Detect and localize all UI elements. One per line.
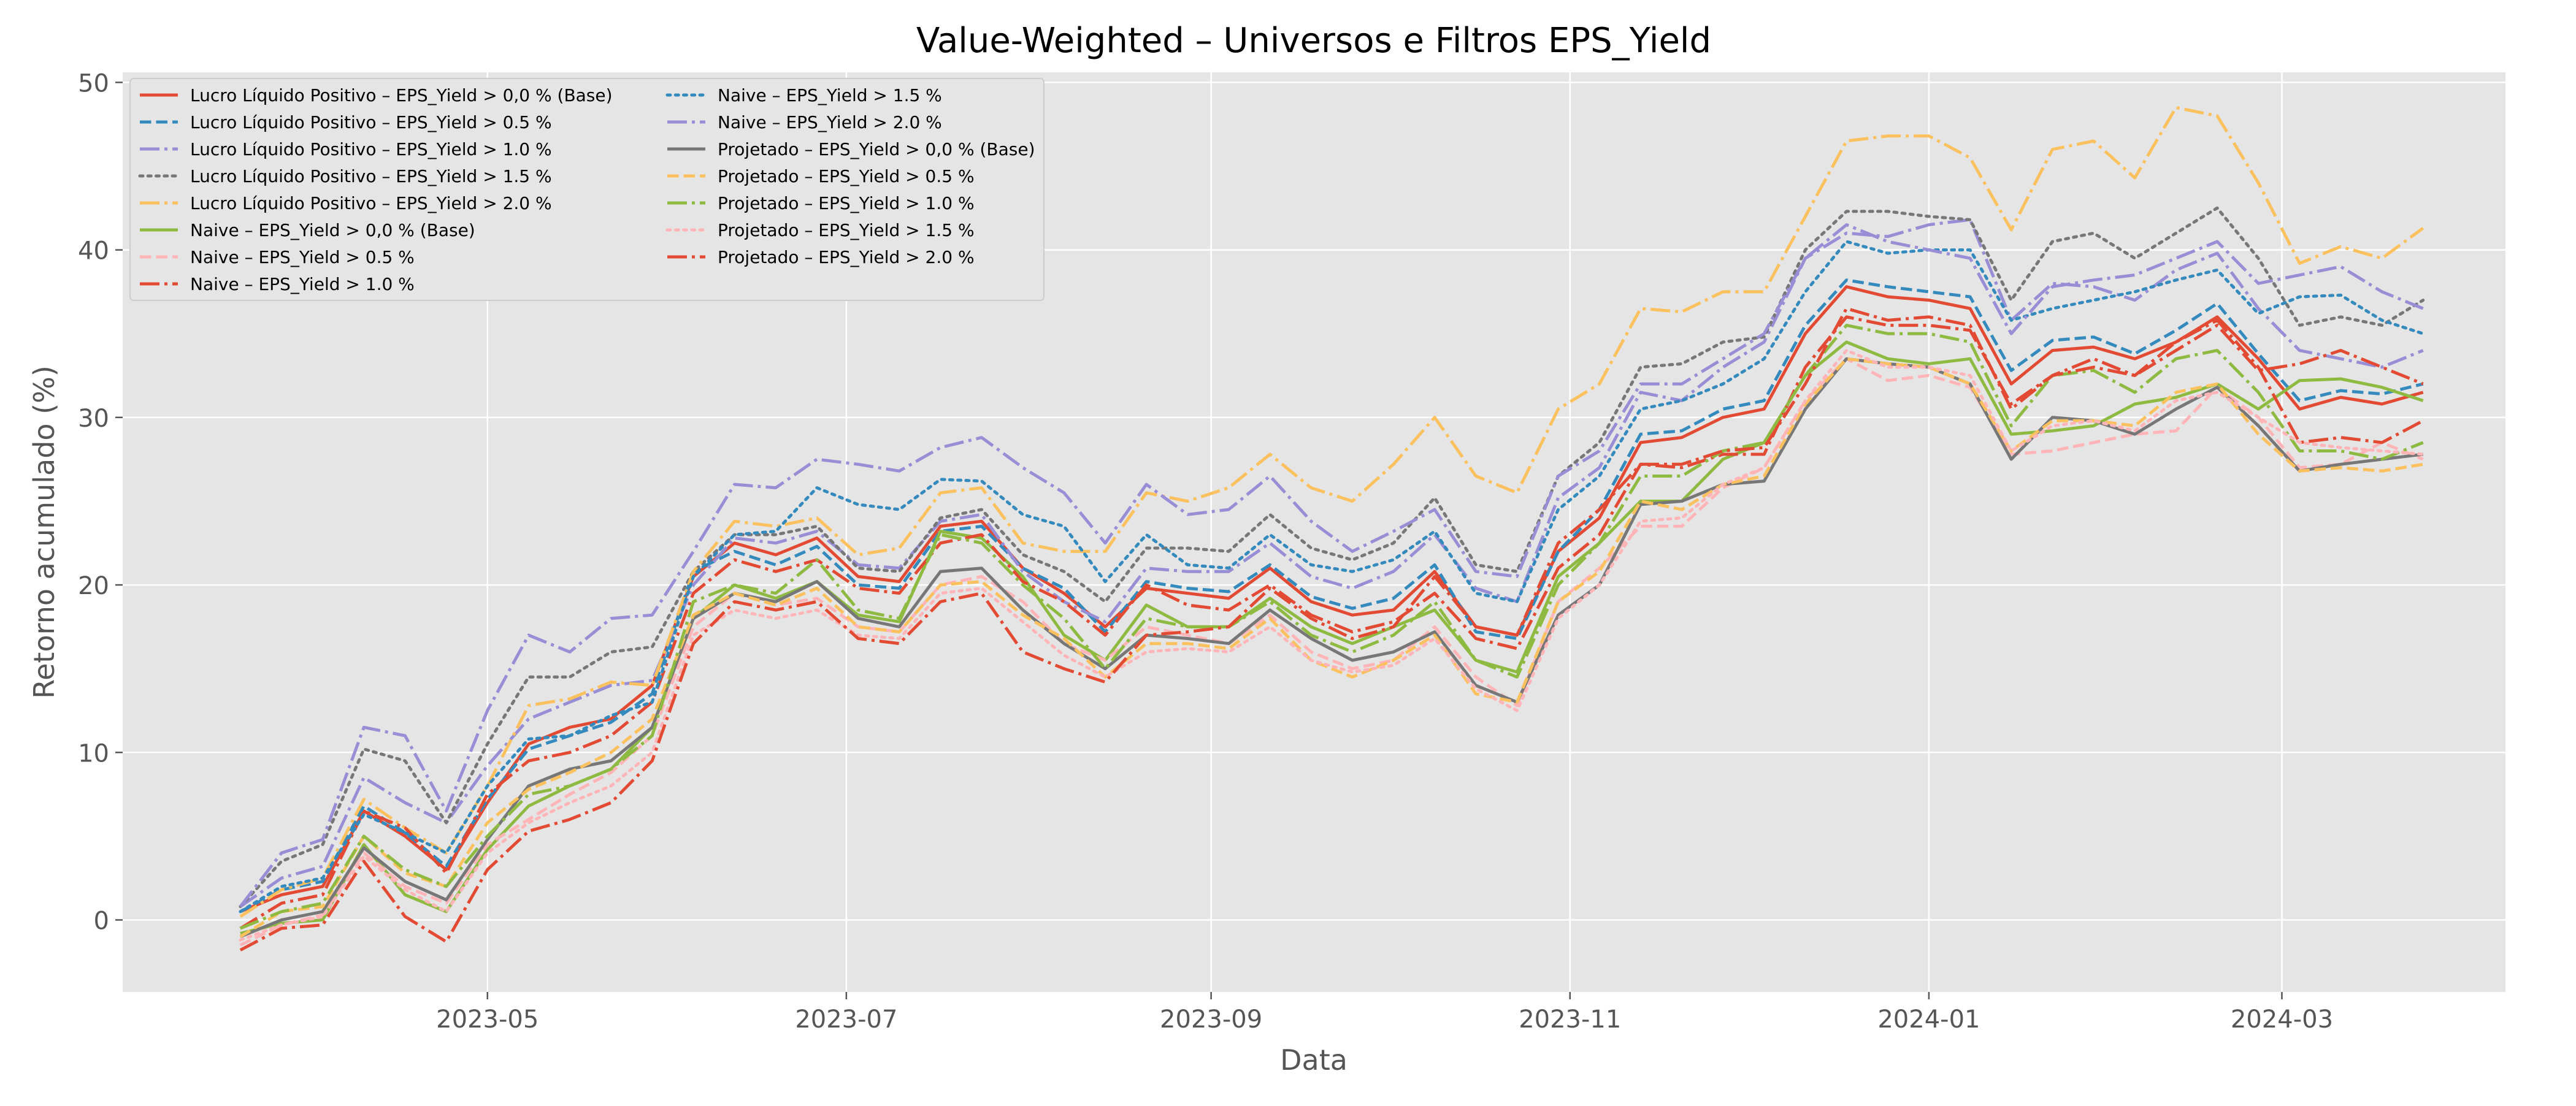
series-line-2 — [239, 278, 2424, 913]
chart-title: Value-Weighted – Universos e Filtros EPS… — [916, 21, 1711, 61]
legend-label-7: Naive – EPS_Yield > 0.5 % — [190, 247, 415, 267]
legend-label-14: Projetado – EPS_Yield > 1.5 % — [718, 220, 975, 240]
series-line-9 — [239, 240, 2425, 913]
legend: Lucro Líquido Positivo – EPS_Yield > 0,0… — [129, 78, 1045, 301]
y-axis-label: Retorno acumulado (%) — [28, 365, 61, 699]
legend-label-9: Naive – EPS_Yield > 1.5 % — [718, 85, 942, 105]
x-tick-label: 2024-03 — [2231, 1005, 2333, 1034]
series-line-4 — [239, 206, 2425, 909]
series-line-7 — [239, 357, 2424, 947]
y-tick-label: 50 — [78, 69, 109, 97]
legend-label-8: Naive – EPS_Yield > 1.0 % — [190, 274, 415, 294]
x-tick-label: 2023-09 — [1160, 1005, 1262, 1034]
series-line-10 — [239, 223, 2424, 908]
legend-box — [129, 78, 1045, 301]
series-line-11 — [239, 357, 2423, 939]
legend-label-12: Projetado – EPS_Yield > 0.5 % — [718, 166, 975, 186]
x-tick-label: 2023-11 — [1519, 1005, 1621, 1034]
legend-label-15: Projetado – EPS_Yield > 2.0 % — [718, 247, 975, 267]
legend-label-6: Naive – EPS_Yield > 0,0 % (Base) — [190, 220, 475, 240]
series-line-1 — [239, 285, 2424, 913]
series-line-14 — [239, 349, 2425, 942]
x-tick-label: 2023-07 — [795, 1005, 897, 1034]
legend-label-10: Naive – EPS_Yield > 2.0 % — [718, 112, 942, 132]
legend-label-5: Lucro Líquido Positivo – EPS_Yield > 2.0… — [190, 193, 552, 213]
x-tick-label: 2023-05 — [436, 1005, 539, 1034]
legend-label-2: Lucro Líquido Positivo – EPS_Yield > 0.5… — [190, 112, 552, 132]
series-line-5 — [239, 105, 2425, 918]
x-axis-label: Data — [1280, 1043, 1347, 1077]
y-tick-label: 0 — [94, 907, 109, 936]
series-lines — [239, 105, 2425, 952]
x-tick-label: 2024-01 — [1877, 1005, 1980, 1034]
series-line-3 — [239, 218, 2424, 908]
series-line-15 — [239, 307, 2424, 952]
series-line-12 — [239, 357, 2424, 938]
legend-label-13: Projetado – EPS_Yield > 1.0 % — [718, 193, 975, 213]
axis-ticks: 0 10 20 30 40 50 2023-05 2023-07 2023-09 2023-11 2… — [78, 69, 2333, 1034]
legend-label-3: Lucro Líquido Positivo – EPS_Yield > 1.0… — [190, 139, 552, 159]
legend-label-1: Lucro Líquido Positivo – EPS_Yield > 0,0… — [190, 85, 613, 105]
legend-label-11: Projetado – EPS_Yield > 0,0 % (Base) — [718, 139, 1035, 159]
y-tick-label: 20 — [78, 572, 109, 600]
y-tick-label: 30 — [78, 405, 109, 433]
y-tick-label: 40 — [78, 237, 109, 265]
y-tick-label: 10 — [78, 739, 109, 768]
legend-label-4: Lucro Líquido Positivo – EPS_Yield > 1.5… — [190, 166, 552, 186]
